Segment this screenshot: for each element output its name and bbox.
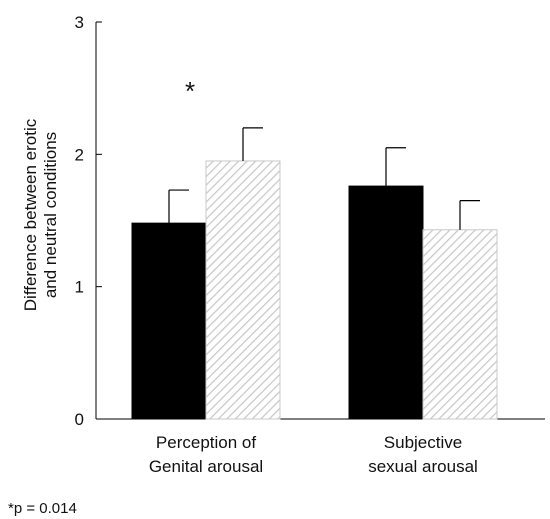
y-axis-label-line-2: and neutral conditions	[41, 132, 60, 298]
y-tick-label-0: 0	[75, 410, 84, 429]
bar-series1-cat1	[422, 229, 498, 420]
y-axis-label: Difference between erotic and neutral co…	[21, 118, 60, 311]
x-category-label-1-line-0: Subjective	[384, 433, 462, 452]
plot-area: 0 1 2 3 Perception of Genital arousal Subjecti…	[75, 13, 545, 476]
bar-series1-cat0	[205, 160, 281, 420]
x-category-label-1-line-1: sexual arousal	[368, 457, 478, 476]
significance-marker-0: *	[185, 76, 195, 106]
y-tick-label-3: 3	[75, 13, 84, 32]
bar-series0-cat1	[348, 185, 424, 420]
y-tick-label-1: 1	[75, 278, 84, 297]
footnote: *p = 0.014	[8, 500, 77, 517]
bar-series0-cat0	[131, 222, 207, 420]
x-category-label-0-line-0: Perception of	[156, 433, 256, 452]
x-category-label-0-line-1: Genital arousal	[149, 457, 263, 476]
y-axis-label-line-1: Difference between erotic	[21, 118, 40, 311]
y-tick-label-2: 2	[75, 145, 84, 164]
